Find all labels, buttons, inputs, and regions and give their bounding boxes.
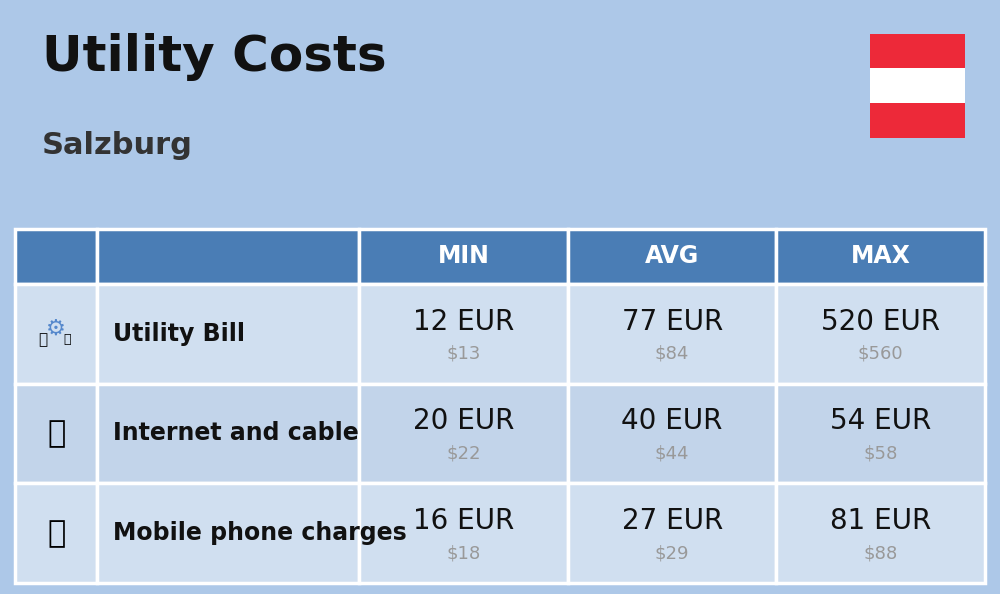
FancyBboxPatch shape: [568, 284, 776, 384]
Text: 📷: 📷: [63, 333, 71, 346]
FancyBboxPatch shape: [568, 484, 776, 583]
FancyBboxPatch shape: [97, 384, 359, 484]
FancyBboxPatch shape: [776, 284, 985, 384]
Text: Utility Bill: Utility Bill: [113, 321, 245, 346]
Text: Utility Costs: Utility Costs: [42, 33, 387, 81]
Text: MAX: MAX: [851, 244, 911, 268]
FancyBboxPatch shape: [776, 229, 985, 284]
Text: 📱: 📱: [47, 519, 65, 548]
Text: ⚙: ⚙: [46, 319, 66, 339]
Text: 12 EUR: 12 EUR: [413, 308, 514, 336]
Text: 81 EUR: 81 EUR: [830, 507, 931, 535]
FancyBboxPatch shape: [97, 229, 359, 284]
Text: 40 EUR: 40 EUR: [621, 407, 723, 435]
FancyBboxPatch shape: [97, 284, 359, 384]
Text: MIN: MIN: [438, 244, 490, 268]
Text: $84: $84: [655, 345, 689, 362]
FancyBboxPatch shape: [776, 484, 985, 583]
FancyBboxPatch shape: [15, 229, 97, 284]
Text: 27 EUR: 27 EUR: [622, 507, 723, 535]
Text: $88: $88: [864, 544, 898, 563]
FancyBboxPatch shape: [870, 68, 965, 103]
FancyBboxPatch shape: [15, 484, 97, 583]
FancyBboxPatch shape: [359, 384, 568, 484]
Text: 54 EUR: 54 EUR: [830, 407, 931, 435]
Text: $44: $44: [655, 444, 689, 463]
FancyBboxPatch shape: [97, 484, 359, 583]
FancyBboxPatch shape: [870, 34, 965, 68]
Text: $22: $22: [446, 444, 481, 463]
FancyBboxPatch shape: [15, 384, 97, 484]
Text: 20 EUR: 20 EUR: [413, 407, 514, 435]
FancyBboxPatch shape: [359, 484, 568, 583]
FancyBboxPatch shape: [359, 284, 568, 384]
Text: Internet and cable: Internet and cable: [113, 422, 359, 446]
Text: AVG: AVG: [645, 244, 699, 268]
FancyBboxPatch shape: [15, 284, 97, 384]
Text: $560: $560: [858, 345, 904, 362]
Text: 77 EUR: 77 EUR: [622, 308, 723, 336]
Text: 🔌: 🔌: [38, 333, 47, 347]
FancyBboxPatch shape: [776, 384, 985, 484]
FancyBboxPatch shape: [359, 229, 568, 284]
Text: Salzburg: Salzburg: [42, 131, 193, 160]
Text: 520 EUR: 520 EUR: [821, 308, 940, 336]
FancyBboxPatch shape: [870, 103, 965, 138]
Text: $29: $29: [655, 544, 689, 563]
Text: 📶: 📶: [47, 419, 65, 448]
FancyBboxPatch shape: [568, 229, 776, 284]
Text: Mobile phone charges: Mobile phone charges: [113, 522, 407, 545]
Text: 16 EUR: 16 EUR: [413, 507, 514, 535]
Text: $13: $13: [446, 345, 481, 362]
Text: $18: $18: [447, 544, 481, 563]
Text: $58: $58: [864, 444, 898, 463]
FancyBboxPatch shape: [568, 384, 776, 484]
